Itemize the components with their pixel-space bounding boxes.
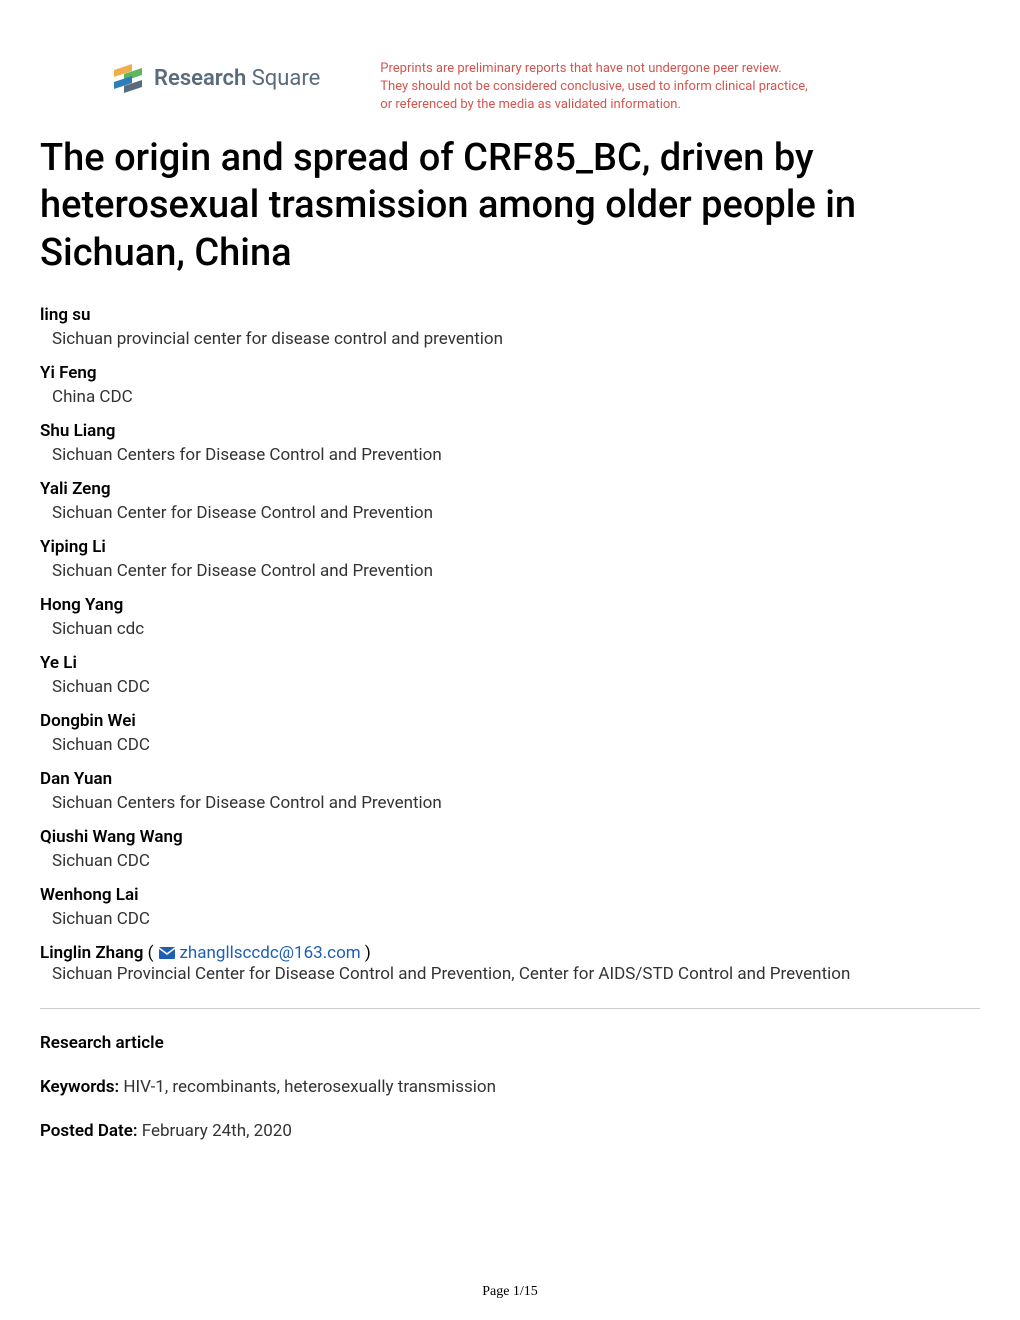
author-block: ling su Sichuan provincial center for di… [40,305,980,349]
author-block: Shu Liang Sichuan Centers for Disease Co… [40,421,980,465]
author-name: Yali Zeng [40,479,980,499]
posted-date-row: Posted Date: February 24th, 2020 [40,1121,980,1141]
author-name: Qiushi Wang Wang [40,827,980,847]
author-name: Ye Li [40,653,980,673]
author-name: Hong Yang [40,595,980,615]
author-block: Yiping Li Sichuan Center for Disease Con… [40,537,980,581]
author-block: Qiushi Wang Wang Sichuan CDC [40,827,980,871]
keywords-row: Keywords: HIV-1, recombinants, heterosex… [40,1077,980,1097]
author-name: Dan Yuan [40,769,980,789]
author-block: Yi Feng China CDC [40,363,980,407]
email-icon [159,944,175,964]
article-type: Research article [40,1033,980,1053]
keywords-value: HIV-1, recombinants, heterosexually tran… [119,1077,496,1097]
author-affiliation: Sichuan Centers for Disease Control and … [52,793,980,813]
logo-mark-icon [110,60,146,96]
logo-text: Research Square [154,66,320,91]
logo: Research Square [110,60,320,96]
author-affiliation: Sichuan provincial center for disease co… [52,329,980,349]
page-number: Page 1/15 [482,1284,538,1300]
author-name: Yi Feng [40,363,980,383]
header-row: Research Square Preprints are preliminar… [40,60,980,115]
corresponding-author-email[interactable]: zhangllsccdc@163.com [179,943,360,963]
author-affiliation: Sichuan Center for Disease Control and P… [52,561,980,581]
disclaimer-text: Preprints are preliminary reports that h… [380,60,810,115]
author-block: Ye Li Sichuan CDC [40,653,980,697]
corresponding-author-line: Linglin Zhang (zhangllsccdc@163.com ) [40,943,980,964]
author-name: Wenhong Lai [40,885,980,905]
paper-title: The origin and spread of CRF85_BC, drive… [40,135,980,278]
author-affiliation: China CDC [52,387,980,407]
author-block: Dan Yuan Sichuan Centers for Disease Con… [40,769,980,813]
posted-date-label: Posted Date: [40,1121,138,1141]
author-name: Yiping Li [40,537,980,557]
author-block: Wenhong Lai Sichuan CDC [40,885,980,929]
author-name: ling su [40,305,980,325]
authors-list: ling su Sichuan provincial center for di… [40,305,980,984]
author-affiliation: Sichuan cdc [52,619,980,639]
author-block: Dongbin Wei Sichuan CDC [40,711,980,755]
corresponding-author-block: Linglin Zhang (zhangllsccdc@163.com ) Si… [40,943,980,984]
author-name: Shu Liang [40,421,980,441]
author-affiliation: Sichuan CDC [52,735,980,755]
author-block: Hong Yang Sichuan cdc [40,595,980,639]
corresponding-author-name: Linglin Zhang [40,943,143,963]
author-affiliation: Sichuan CDC [52,677,980,697]
author-name: Dongbin Wei [40,711,980,731]
section-divider [40,1008,980,1009]
author-block: Yali Zeng Sichuan Center for Disease Con… [40,479,980,523]
author-affiliation: Sichuan Center for Disease Control and P… [52,503,980,523]
author-affiliation: Sichuan CDC [52,909,980,929]
author-affiliation: Sichuan Centers for Disease Control and … [52,445,980,465]
corresponding-author-affiliation: Sichuan Provincial Center for Disease Co… [52,964,980,984]
posted-date-value: February 24th, 2020 [138,1121,292,1141]
author-affiliation: Sichuan CDC [52,851,980,871]
keywords-label: Keywords: [40,1077,119,1097]
